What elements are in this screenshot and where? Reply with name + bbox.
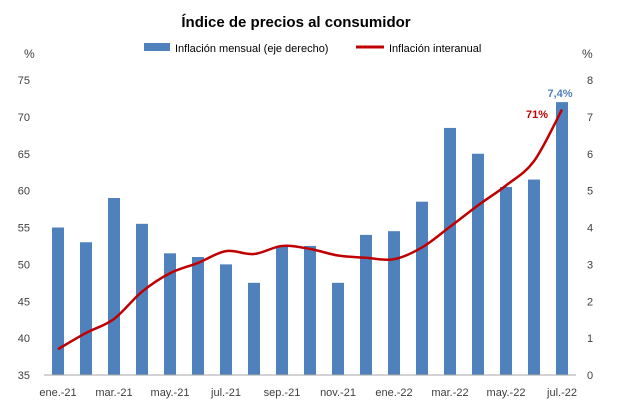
legend-label-mensual: Inflación mensual (eje derecho) <box>175 43 328 55</box>
chart-title: Índice de precios al consumidor <box>181 14 410 31</box>
right-tick-label: 6 <box>587 149 593 161</box>
left-tick-label: 60 <box>18 186 30 198</box>
bar-ene.-22 <box>388 231 400 375</box>
bar-ago.-21 <box>248 282 260 375</box>
bar-sep.-21 <box>276 245 288 375</box>
right-tick-label: 7 <box>587 112 593 124</box>
bar-may.-21 <box>164 253 176 375</box>
x-tick-label: nov.-21 <box>320 387 356 399</box>
bar-jul.-21 <box>220 264 232 375</box>
right-tick-label: 2 <box>587 296 593 308</box>
left-tick-label: 55 <box>18 223 30 235</box>
left-tick-label: 35 <box>18 370 30 382</box>
right-tick-label: 3 <box>587 259 593 271</box>
bar-feb.-22 <box>416 201 428 375</box>
annotation-bar-last: 7,4% <box>547 88 572 100</box>
left-tick-label: 45 <box>18 296 30 308</box>
bar-jun.-21 <box>192 257 204 375</box>
right-tick-label: 1 <box>587 333 593 345</box>
bar-ene.-21 <box>52 227 64 375</box>
bars-mensual <box>52 102 568 375</box>
right-tick-label: 0 <box>587 370 593 382</box>
left-tick-label: 70 <box>18 112 30 124</box>
legend: Inflación mensual (eje derecho) Inflació… <box>144 43 481 55</box>
bar-may.-22 <box>500 186 512 375</box>
x-tick-label: jul.-22 <box>546 387 577 399</box>
left-tick-label: 75 <box>18 75 30 87</box>
right-axis-unit: % <box>582 47 593 61</box>
bar-nov.-21 <box>332 282 344 375</box>
bar-dic.-21 <box>360 234 372 375</box>
x-tick-label: ene.-22 <box>375 387 412 399</box>
x-axis-ticks: ene.-21 mar.-21 may.-21 jul.-21 sep.-21 nov.-… <box>39 387 577 399</box>
right-tick-label: 4 <box>587 223 593 235</box>
bar-jul.-22 <box>556 102 568 375</box>
x-tick-label: may.-21 <box>151 387 190 399</box>
right-axis-ticks: 0 1 2 3 4 5 6 7 8 <box>587 75 593 382</box>
x-tick-label: mar.-22 <box>431 387 468 399</box>
bar-jun.-22 <box>528 179 540 375</box>
x-tick-label: may.-22 <box>487 387 526 399</box>
bar-oct.-21 <box>304 245 316 375</box>
left-axis-unit: % <box>24 47 35 61</box>
bar-mar.-22 <box>444 127 456 375</box>
x-tick-label: ene.-21 <box>39 387 76 399</box>
legend-label-interanual: Inflación interanual <box>389 43 481 55</box>
x-tick-label: mar.-21 <box>95 387 132 399</box>
bar-abr.-22 <box>472 153 484 375</box>
right-tick-label: 8 <box>587 75 593 87</box>
left-tick-label: 50 <box>18 259 30 271</box>
bar-mar.-21 <box>108 198 120 375</box>
bar-feb.-21 <box>80 242 92 375</box>
bar-abr.-21 <box>136 223 148 375</box>
left-tick-label: 65 <box>18 149 30 161</box>
x-tick-label: sep.-21 <box>264 387 301 399</box>
right-tick-label: 5 <box>587 186 593 198</box>
legend-swatch-mensual <box>144 43 170 51</box>
x-tick-label: jul.-21 <box>210 387 241 399</box>
left-axis-ticks: 35 40 45 50 55 60 65 70 75 <box>18 75 30 382</box>
annotation-line-last: 71% <box>526 109 548 121</box>
left-tick-label: 40 <box>18 333 30 345</box>
line-interanual <box>57 108 564 351</box>
